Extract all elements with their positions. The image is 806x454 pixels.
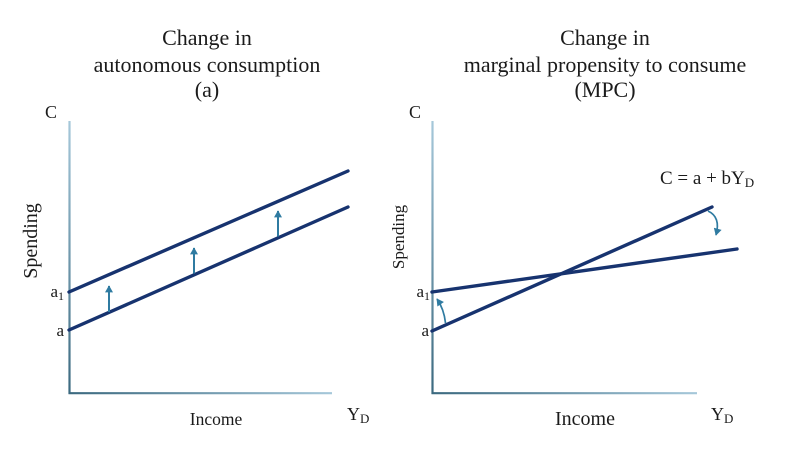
right-title-line2: marginal propensity to consume	[464, 52, 747, 77]
right-spending-axis-label: Spending	[389, 204, 408, 269]
shifted-consumption-line	[67, 169, 350, 294]
right-title-line1: Change in	[560, 25, 650, 50]
left-panel: Change in autonomous consumption (a) C S…	[20, 25, 369, 429]
left-title-line2: autonomous consumption	[94, 52, 321, 77]
left-c-axis-letter: C	[45, 102, 57, 122]
right-a-intercept-label: a	[421, 321, 429, 340]
intercept-shift-arrow	[436, 298, 447, 324]
right-panel: Change in marginal propensity to consume…	[389, 25, 754, 430]
left-spending-axis-label: Spending	[20, 203, 42, 279]
left-title-line1: Change in	[162, 25, 252, 50]
steep-consumption-line	[430, 205, 714, 333]
right-title-line3: (MPC)	[574, 77, 635, 102]
original-consumption-line	[67, 205, 350, 332]
consumption-equation-label: C = a + bYD	[660, 168, 754, 190]
right-c-axis-letter: C	[409, 102, 421, 122]
right-a1-intercept-label: a1	[416, 282, 430, 303]
right-yd-axis-symbol: YD	[711, 404, 733, 426]
right-income-axis-label: Income	[555, 408, 615, 430]
mpc-rotation-arrow	[707, 210, 722, 236]
left-a-intercept-label: a	[56, 321, 64, 340]
left-a1-intercept-label: a1	[50, 282, 64, 303]
flattened-consumption-line	[430, 247, 739, 294]
left-income-axis-label: Income	[190, 409, 243, 429]
left-yd-axis-symbol: YD	[347, 404, 369, 426]
left-title-line3: (a)	[195, 77, 219, 102]
